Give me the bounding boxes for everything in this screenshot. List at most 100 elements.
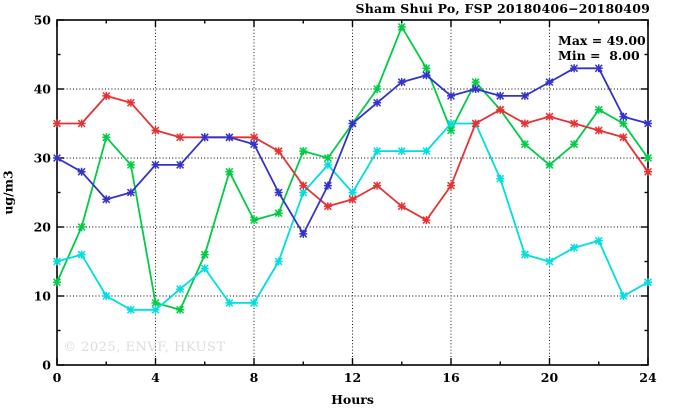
- maxmin-annotation: Max = 49.00 Min = 8.00: [558, 33, 646, 63]
- green-series-marker: [102, 133, 111, 142]
- red-series-marker: [644, 167, 652, 176]
- blue-series-marker: [200, 133, 209, 142]
- blue-series-marker: [176, 160, 185, 169]
- blue-series-marker: [225, 133, 234, 142]
- blue-series-marker: [496, 91, 505, 100]
- red-series-marker: [545, 112, 554, 121]
- red-series-marker: [397, 202, 406, 211]
- green-series-marker: [53, 278, 61, 287]
- blue-series-marker: [545, 78, 554, 87]
- blue-series-marker: [274, 188, 283, 197]
- green-series-marker: [397, 22, 406, 31]
- cyan-series-marker: [77, 250, 86, 259]
- cyan-series-marker: [619, 292, 628, 300]
- blue-series-marker: [520, 91, 529, 100]
- blue-series-marker: [77, 167, 86, 176]
- green-series-marker: [520, 140, 529, 149]
- green-series-marker: [77, 223, 86, 231]
- red-series-marker: [126, 98, 135, 107]
- blue-series-marker: [323, 181, 332, 190]
- x-tick-label: 24: [639, 370, 657, 385]
- red-series-marker: [496, 105, 505, 114]
- red-series-marker: [471, 119, 480, 128]
- green-series-marker: [250, 216, 258, 225]
- cyan-series-marker: [422, 147, 431, 156]
- green-series-marker: [619, 119, 628, 128]
- blue-series-marker: [570, 64, 579, 73]
- blue-series-marker: [397, 78, 406, 87]
- green-series-marker: [545, 160, 554, 169]
- cyan-series-marker: [644, 278, 652, 287]
- max-annotation: Max = 49.00: [558, 33, 646, 48]
- x-tick-label: 20: [541, 370, 559, 385]
- y-tick-label: 20: [34, 220, 52, 235]
- green-series-marker: [274, 209, 283, 218]
- cyan-series-marker: [373, 147, 382, 156]
- blue-series-marker: [594, 64, 603, 73]
- y-tick-label: 0: [42, 358, 51, 373]
- red-series-marker: [570, 119, 579, 128]
- blue-series-marker: [422, 71, 431, 80]
- cyan-series-marker: [520, 250, 529, 259]
- cyan-series-marker: [299, 188, 308, 197]
- green-series-marker: [299, 147, 308, 156]
- cyan-series-marker: [594, 236, 603, 245]
- red-series-marker: [619, 133, 628, 142]
- x-axis-label: Hours: [331, 392, 374, 407]
- green-series-marker: [200, 250, 209, 259]
- green-series-marker: [176, 305, 185, 314]
- cyan-series-marker: [348, 188, 357, 197]
- blue-series-marker: [644, 119, 652, 128]
- cyan-series-marker: [496, 174, 505, 183]
- min-annotation: Min = 8.00: [558, 48, 640, 63]
- cyan-series-marker: [447, 119, 455, 128]
- green-series-marker: [126, 160, 135, 169]
- cyan-series-marker: [397, 147, 406, 156]
- green-series-marker: [373, 85, 382, 93]
- red-series-marker: [102, 91, 111, 100]
- cyan-series-marker: [570, 243, 579, 252]
- blue-series-marker: [126, 188, 135, 197]
- green-series-marker: [225, 167, 234, 176]
- red-series-marker: [176, 133, 185, 142]
- y-tick-label: 30: [34, 151, 52, 166]
- green-series-marker: [594, 105, 603, 114]
- red-series-marker: [373, 181, 382, 190]
- watermark: © 2025, ENVF, HKUST: [63, 340, 226, 355]
- green-series-marker: [570, 140, 579, 149]
- green-series-marker: [422, 64, 431, 73]
- blue-series-marker: [373, 98, 382, 107]
- blue-series-marker: [151, 160, 160, 169]
- x-tick-label: 0: [53, 370, 62, 385]
- red-series-marker: [250, 133, 258, 142]
- y-tick-label: 40: [34, 82, 52, 97]
- red-series-marker: [274, 147, 283, 156]
- cyan-series-marker: [323, 160, 332, 169]
- cyan-series-marker: [176, 285, 185, 294]
- red-series-marker: [151, 126, 160, 135]
- x-tick-label: 12: [344, 370, 361, 385]
- blue-series-marker: [250, 140, 258, 149]
- blue-series-marker: [447, 91, 455, 100]
- red-series-marker: [447, 181, 455, 190]
- cyan-series-marker: [250, 298, 258, 307]
- green-series-marker: [151, 298, 160, 307]
- cyan-series-marker: [102, 292, 111, 300]
- chart-title: Sham Shui Po, FSP 20180406−20180409: [355, 1, 650, 16]
- x-tick-label: 16: [442, 370, 460, 385]
- green-series-marker: [323, 154, 332, 162]
- cyan-series-marker: [151, 305, 160, 314]
- blue-series-marker: [53, 154, 61, 162]
- red-series-marker: [348, 195, 357, 204]
- green-series-marker: [447, 126, 455, 135]
- red-series-marker: [323, 202, 332, 211]
- x-tick-label: 8: [250, 370, 259, 385]
- cyan-series-marker: [200, 264, 209, 273]
- red-series-marker: [53, 119, 61, 128]
- cyan-series-marker: [225, 298, 234, 307]
- blue-series-marker: [299, 229, 308, 238]
- green-series-marker: [471, 78, 480, 87]
- red-series-marker: [299, 181, 308, 190]
